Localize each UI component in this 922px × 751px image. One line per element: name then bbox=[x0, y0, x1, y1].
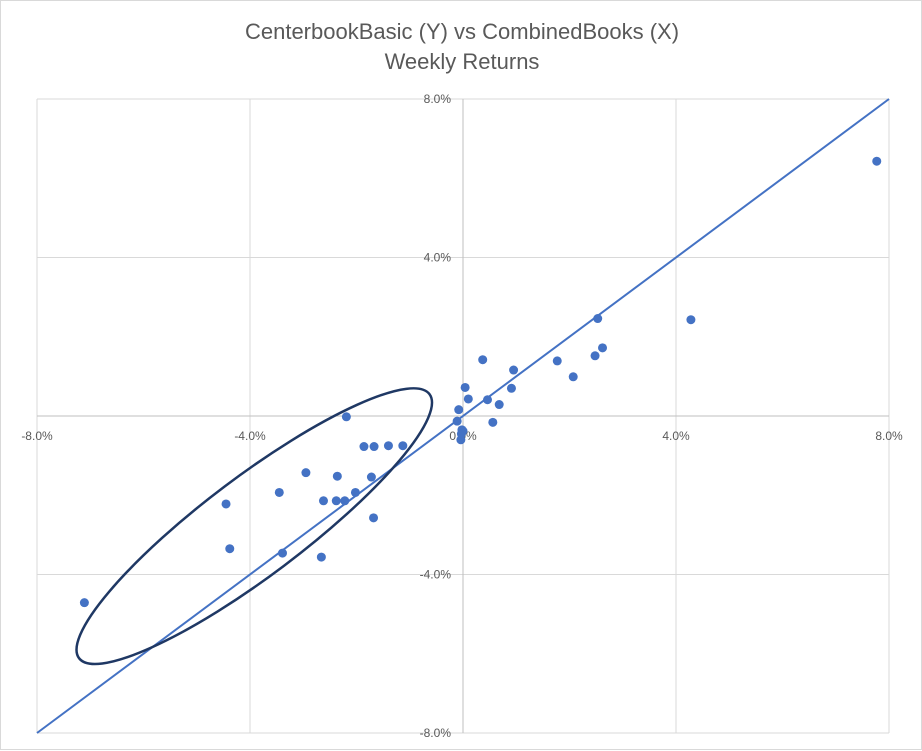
data-point bbox=[316, 552, 326, 562]
data-point bbox=[366, 472, 376, 482]
data-point bbox=[590, 351, 600, 361]
data-point bbox=[686, 315, 696, 325]
x-tick-label: -4.0% bbox=[234, 429, 266, 443]
data-point bbox=[369, 513, 379, 523]
y-tick-label: -8.0% bbox=[420, 726, 452, 740]
tick-labels: -8.0%-4.0%0.0%4.0%8.0%8.0%4.0%-4.0%-8.0% bbox=[21, 92, 903, 740]
data-point bbox=[454, 405, 464, 415]
data-point bbox=[456, 429, 466, 439]
data-point bbox=[341, 412, 351, 422]
data-point bbox=[460, 382, 470, 392]
data-point bbox=[552, 356, 562, 366]
y-tick-label: -4.0% bbox=[420, 568, 452, 582]
chart-title: CenterbookBasic (Y) vs CombinedBooks (X) bbox=[244, 19, 680, 44]
data-point bbox=[872, 156, 882, 166]
data-point bbox=[398, 441, 408, 451]
reference-line bbox=[36, 98, 890, 734]
x-tick-label: -8.0% bbox=[21, 429, 53, 443]
data-points bbox=[79, 156, 882, 608]
data-point bbox=[383, 441, 393, 451]
data-point bbox=[369, 442, 379, 452]
data-point bbox=[225, 544, 235, 554]
highlight-ellipse-group bbox=[75, 387, 434, 666]
data-point bbox=[221, 499, 231, 509]
data-point bbox=[331, 496, 341, 506]
data-point bbox=[274, 487, 284, 497]
data-point bbox=[301, 468, 311, 478]
x-tick-label: 8.0% bbox=[875, 429, 903, 443]
data-point bbox=[452, 416, 462, 426]
data-point bbox=[506, 383, 516, 393]
data-point bbox=[79, 598, 89, 608]
data-point bbox=[598, 343, 608, 353]
data-point bbox=[494, 400, 504, 410]
y-tick-label: 4.0% bbox=[424, 251, 452, 265]
x-tick-label: 4.0% bbox=[662, 429, 690, 443]
data-point bbox=[359, 442, 369, 452]
data-point bbox=[478, 355, 488, 365]
data-point bbox=[482, 395, 492, 405]
data-point bbox=[463, 394, 473, 404]
data-point bbox=[350, 487, 360, 497]
data-point bbox=[277, 548, 287, 558]
highlight-ellipse bbox=[75, 387, 434, 666]
data-point bbox=[332, 471, 342, 481]
y-tick-label: 8.0% bbox=[424, 92, 452, 106]
data-point bbox=[568, 372, 578, 382]
data-point bbox=[340, 496, 350, 506]
data-point bbox=[593, 314, 603, 324]
chart-subtitle: Weekly Returns bbox=[384, 49, 540, 74]
data-point bbox=[509, 365, 519, 375]
data-point bbox=[488, 417, 498, 427]
data-point bbox=[318, 496, 328, 506]
reference-line-group bbox=[36, 98, 890, 734]
